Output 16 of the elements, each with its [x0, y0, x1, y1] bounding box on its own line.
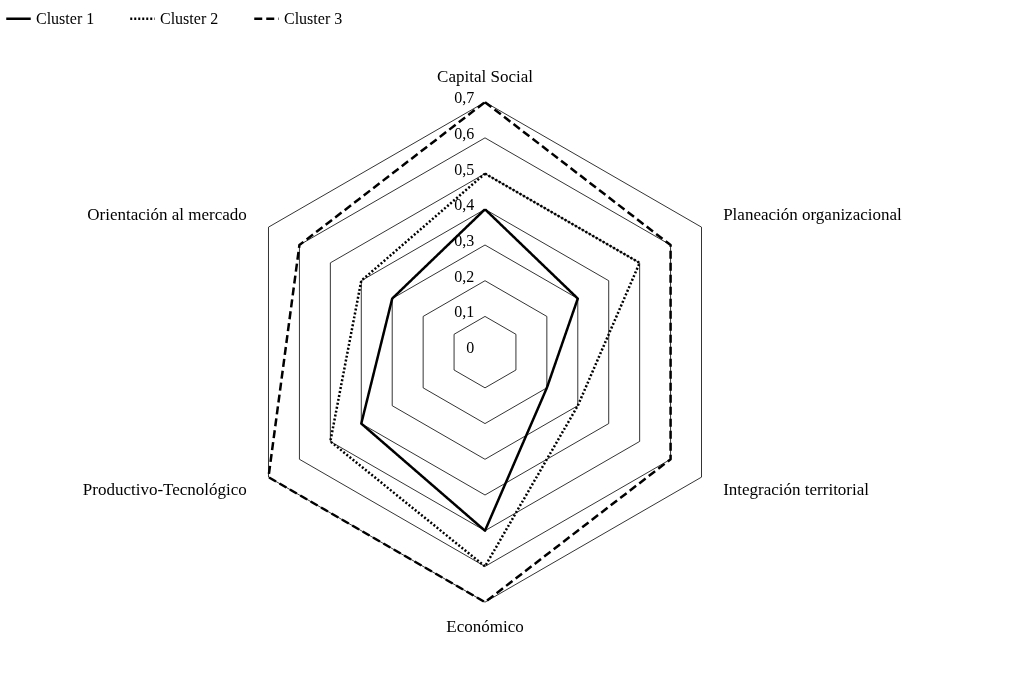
y-tick-label: 0,5: [454, 160, 475, 178]
spoke-label: Capital Social: [437, 67, 534, 87]
spoke-label: Planeación organizacional: [723, 204, 903, 224]
legend-label: Cluster 1: [36, 9, 95, 27]
legend-label: Cluster 3: [284, 9, 343, 27]
y-tick-label: 0,6: [454, 124, 475, 142]
spoke-label: Integración territorial: [723, 479, 870, 499]
y-tick-label: 0,7: [454, 89, 475, 107]
spoke-label: Económico: [446, 617, 524, 637]
y-tick-label: 0,2: [454, 267, 475, 285]
spoke-label: Productivo-Tecnológico: [82, 479, 247, 499]
y-tick-label: 0,1: [454, 303, 475, 321]
y-tick-label: 0,4: [454, 196, 475, 214]
legend-label: Cluster 2: [160, 9, 219, 27]
y-tick-label: 0: [466, 339, 475, 357]
spoke-label: Orientación al mercado: [87, 204, 247, 224]
